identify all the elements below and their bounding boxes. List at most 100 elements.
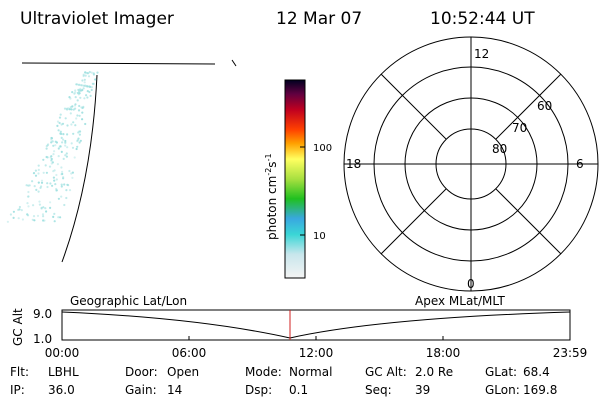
dot	[60, 195, 63, 198]
dot	[56, 124, 59, 127]
dot	[72, 121, 75, 124]
dot	[70, 142, 73, 145]
dot	[76, 114, 79, 117]
field-label: GLon:	[485, 383, 520, 397]
dot	[76, 91, 79, 95]
dot	[77, 137, 80, 140]
dot	[77, 109, 81, 112]
field-label: Mode:	[245, 365, 282, 379]
dot	[64, 117, 67, 120]
field-label: Flt:	[10, 365, 29, 379]
dot	[61, 170, 64, 173]
dot	[79, 96, 82, 99]
dot	[65, 189, 68, 192]
dot	[40, 181, 44, 184]
dot	[36, 214, 40, 217]
dot	[73, 92, 76, 95]
dot	[59, 130, 62, 133]
dot	[53, 179, 56, 182]
dot	[47, 143, 50, 146]
field-value: Normal	[289, 365, 332, 379]
time: 10:52:44 UT	[430, 9, 535, 29]
dot	[81, 118, 84, 121]
dot	[52, 176, 56, 179]
dot	[38, 200, 41, 203]
dot	[59, 113, 62, 116]
dot	[83, 97, 86, 100]
lat-label: 70	[512, 121, 527, 135]
image-panel	[6, 59, 237, 263]
dot	[64, 144, 67, 147]
polar-plot: 12 6 0 18 60 70 80	[343, 36, 599, 292]
dot	[84, 74, 87, 77]
diag	[380, 188, 447, 255]
y-tick-label: 9.0	[33, 307, 52, 321]
dot	[89, 85, 92, 88]
dot	[57, 216, 60, 219]
dot	[54, 183, 57, 186]
field-value: LBHL	[48, 365, 79, 379]
dot	[28, 184, 31, 187]
y-tick-label: 1.0	[33, 332, 52, 346]
dot	[77, 131, 80, 134]
dot	[57, 129, 60, 132]
dot	[72, 108, 75, 111]
dot	[21, 218, 24, 221]
dot	[60, 123, 63, 126]
dot	[82, 74, 85, 78]
dot	[90, 88, 93, 92]
dot	[75, 147, 78, 151]
dot	[92, 82, 95, 85]
dot	[56, 163, 60, 166]
dot	[48, 165, 52, 168]
dot	[62, 177, 65, 180]
dot	[73, 104, 77, 107]
limb	[61, 74, 98, 263]
dot	[78, 114, 81, 117]
cb-tick-label: 100	[313, 143, 332, 154]
dot	[12, 210, 15, 213]
field-label: Dsp:	[245, 383, 272, 397]
dot	[46, 185, 49, 189]
dot	[9, 213, 12, 216]
dot	[12, 216, 15, 219]
dot	[32, 172, 36, 175]
cb-label-part: photon cm	[265, 176, 279, 240]
dot	[76, 140, 79, 143]
cb-label-part: -2	[264, 168, 273, 176]
dot	[49, 182, 52, 185]
dot	[76, 83, 79, 86]
dot	[60, 150, 63, 153]
field-value: 68.4	[523, 365, 550, 379]
dot	[84, 122, 87, 126]
field-label: Seq:	[365, 383, 392, 397]
field-label: Door:	[125, 365, 158, 379]
dot	[60, 185, 63, 188]
dot	[62, 133, 65, 136]
dot	[33, 185, 36, 188]
dot	[42, 215, 45, 218]
dot	[63, 107, 67, 110]
dot	[37, 168, 40, 171]
dot	[27, 195, 30, 198]
field-value: 14	[167, 383, 182, 397]
dot	[65, 155, 68, 158]
dot	[17, 217, 20, 220]
dot	[51, 140, 54, 143]
dot	[51, 161, 55, 164]
dot	[60, 183, 63, 186]
cb-label-part: -1	[264, 153, 273, 161]
dot	[52, 153, 55, 156]
dot	[70, 108, 73, 111]
aurora-dots	[6, 70, 99, 223]
dot	[65, 196, 68, 200]
dot	[38, 203, 42, 206]
dot	[50, 157, 53, 161]
dot	[82, 87, 85, 90]
dot	[77, 109, 81, 112]
dot	[79, 130, 82, 133]
dot	[54, 144, 57, 147]
dot	[64, 154, 67, 157]
dot	[37, 181, 40, 184]
info-panel: Flt: LBHL Door: Open Mode: Normal GC Alt: 2.0 R…	[10, 365, 557, 397]
